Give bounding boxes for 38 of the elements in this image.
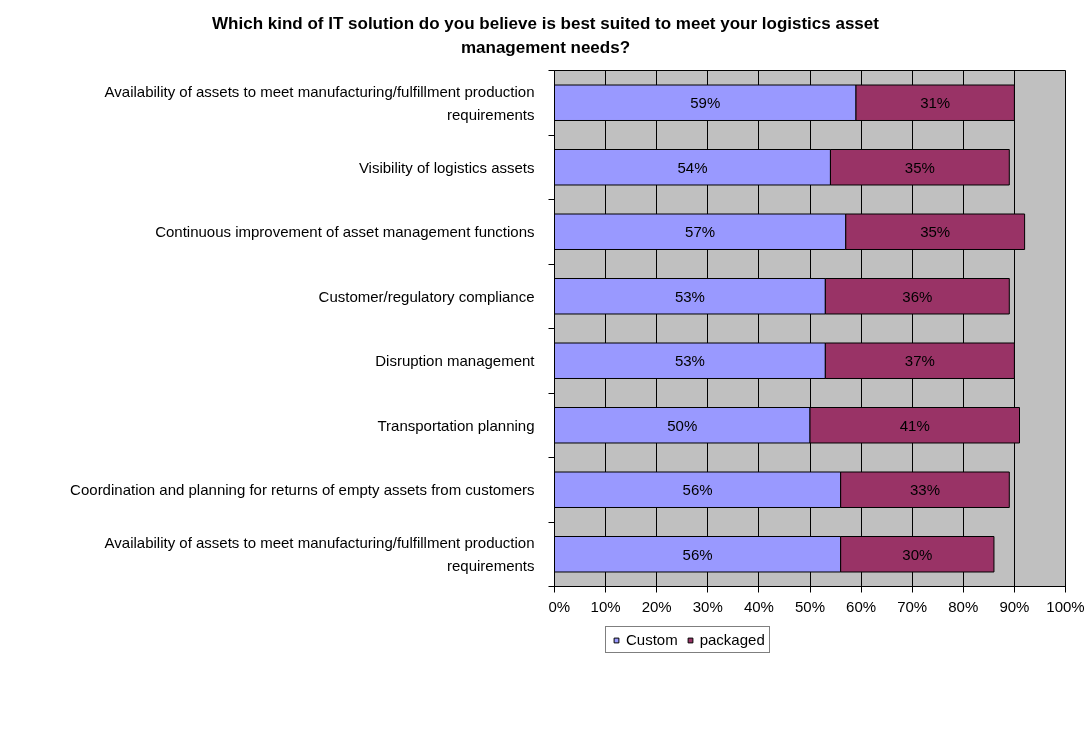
x-tick-label: 20% xyxy=(641,597,672,615)
x-tick-label: 60% xyxy=(846,597,877,615)
data-label: 56% xyxy=(682,545,713,563)
y-tick-label: Availability of assets to meet manufacturing/fulfillment production requirements xyxy=(104,534,535,575)
x-tick-label: 70% xyxy=(897,597,928,615)
data-label: 54% xyxy=(677,158,708,176)
y-tick-label: Coordination and planning for returns of empty assets from customers xyxy=(70,481,535,499)
y-tick-label: Customer/regulatory compliance xyxy=(318,287,535,305)
data-label: 53% xyxy=(674,352,705,370)
x-tick-label: 100% xyxy=(1046,597,1085,615)
data-label: 31% xyxy=(920,94,951,112)
data-label: 41% xyxy=(899,416,930,434)
y-tick-label: Disruption management xyxy=(375,352,536,370)
data-label: 53% xyxy=(674,287,705,305)
chart-title: Which kind of IT solution do you believe is best suited to meet your logistics asset management needs? xyxy=(212,13,880,58)
data-label: 56% xyxy=(682,481,713,499)
data-label: 30% xyxy=(902,545,933,563)
y-tick-label: Transportation planning xyxy=(377,416,535,434)
data-label: 59% xyxy=(690,94,721,112)
y-tick-label: Visibility of logistics assets xyxy=(358,158,535,176)
x-tick-label: 40% xyxy=(743,597,774,615)
y-tick-label: Availability of assets to meet manufacturing/fulfillment production requirements xyxy=(104,82,535,123)
x-tick-label: 50% xyxy=(794,597,826,615)
legend-label: packaged xyxy=(699,631,765,648)
data-label: 50% xyxy=(667,416,698,434)
x-tick-label: 80% xyxy=(948,597,979,615)
data-label: 57% xyxy=(685,223,716,241)
y-tick-label: Continuous improvement of asset management functions xyxy=(155,223,535,241)
data-label: 35% xyxy=(920,223,951,241)
legend-label: Custom xyxy=(626,631,678,648)
x-tick-label: 90% xyxy=(999,597,1030,615)
data-label: 35% xyxy=(904,158,935,176)
data-label: 36% xyxy=(902,287,933,305)
x-tick-label: 30% xyxy=(692,597,723,615)
data-label: 33% xyxy=(909,481,940,499)
x-tick-label: 0% xyxy=(548,597,571,615)
x-tick-label: 10% xyxy=(590,597,621,615)
data-label: 37% xyxy=(904,352,935,370)
